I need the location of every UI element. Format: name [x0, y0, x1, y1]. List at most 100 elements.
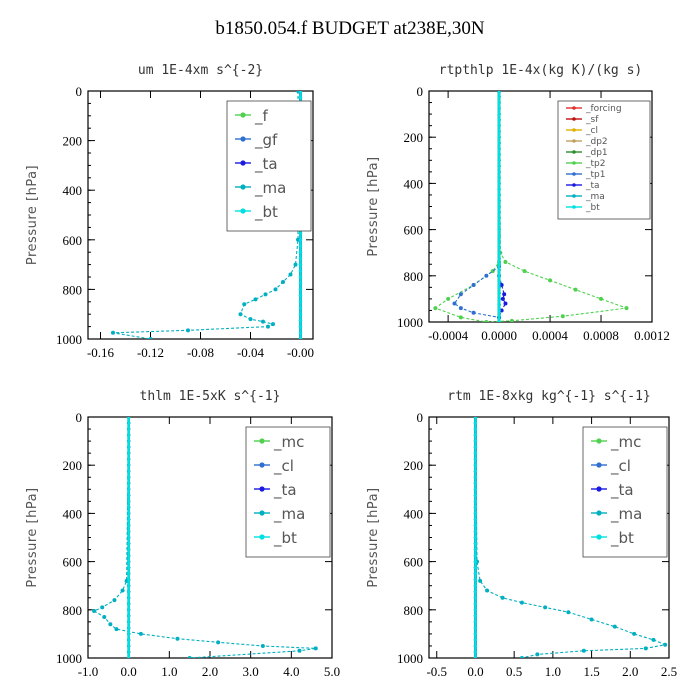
- x-tick-label: 3.0: [243, 664, 259, 679]
- legend-item: _sf: [566, 115, 599, 125]
- x-tick-label: -0.04: [237, 345, 265, 360]
- x-tick-label: 5.0: [324, 664, 340, 679]
- data-point: [127, 572, 131, 576]
- legend-item: _bt: [235, 203, 278, 222]
- legend-label: _sf: [585, 115, 599, 125]
- legend-label: _cl: [585, 126, 598, 136]
- data-point: [298, 238, 303, 242]
- data-point: [473, 626, 478, 630]
- data-point: [297, 648, 302, 653]
- data-point: [497, 141, 501, 145]
- data-point: [473, 632, 478, 636]
- y-tick-label: 1000: [397, 315, 423, 330]
- data-point: [473, 511, 478, 515]
- y-tick-label: 1000: [56, 651, 82, 666]
- legend-swatch-marker: [572, 117, 576, 121]
- legend-label: _mc: [610, 433, 641, 452]
- data-point: [127, 608, 131, 612]
- data-point: [503, 301, 508, 306]
- x-tick-label: 2.0: [202, 664, 218, 679]
- data-point: [248, 317, 253, 322]
- data-point: [566, 610, 571, 615]
- data-point: [473, 590, 478, 594]
- x-tick-label: -0.5: [426, 664, 447, 679]
- data-point: [497, 308, 501, 313]
- data-point: [296, 237, 300, 242]
- y-tick-label: 800: [63, 282, 83, 297]
- data-point: [473, 481, 478, 485]
- data-point: [127, 421, 131, 425]
- data-point: [473, 529, 478, 534]
- legend-label: _tp1: [585, 170, 605, 180]
- legend-item: _cl: [566, 126, 598, 136]
- data-point: [497, 176, 501, 180]
- legend-label: _gf: [254, 131, 278, 150]
- data-point: [497, 291, 501, 295]
- data-point: [298, 318, 303, 322]
- data-point: [127, 433, 131, 437]
- data-point: [127, 566, 131, 570]
- data-point: [127, 469, 131, 473]
- data-point: [473, 656, 478, 658]
- data-point: [298, 95, 303, 99]
- data-point: [273, 287, 278, 292]
- data-point: [127, 644, 131, 648]
- legend-item: _gf: [235, 131, 278, 150]
- x-tick-label: 0.0: [467, 664, 483, 679]
- data-point: [497, 233, 501, 237]
- legend-item: _cl: [591, 457, 631, 476]
- data-point: [497, 314, 501, 318]
- x-tick-label: -0.12: [137, 345, 164, 360]
- data-point: [120, 588, 125, 593]
- chart-panel-3: thlm 1E-5xK s^{-1} Pressure [hPa] 0 200 400 6…: [25, 389, 340, 679]
- legend-swatch-marker: [572, 205, 576, 209]
- y-tick-label: 200: [63, 458, 83, 473]
- data-point: [266, 324, 270, 329]
- data-point: [127, 505, 131, 509]
- chart-panel-4: rtm 1E-8xkg kg^{-1} s^{-1} Pressure [hPa]…: [366, 389, 677, 679]
- data-point: [473, 451, 478, 455]
- legend-label: _mc: [273, 433, 304, 452]
- data-point: [114, 627, 119, 632]
- data-point: [560, 314, 565, 319]
- y-tick-label: 400: [63, 506, 83, 521]
- legend-swatch-marker: [572, 194, 576, 198]
- data-point: [471, 310, 476, 315]
- x-tick-label: 0.0004: [532, 328, 568, 343]
- y-tick-label: 600: [404, 555, 424, 570]
- data-point: [293, 262, 298, 267]
- legend-swatch-marker: [572, 139, 576, 143]
- data-point: [497, 279, 501, 284]
- data-point: [497, 112, 501, 116]
- data-point: [127, 620, 131, 624]
- data-point: [127, 602, 131, 606]
- legend-label: _bt: [254, 203, 278, 222]
- data-point: [497, 135, 501, 139]
- legend-item: _forcing: [566, 104, 622, 114]
- data-point: [509, 318, 514, 322]
- data-point: [298, 294, 303, 298]
- data-point: [497, 245, 501, 249]
- data-point: [127, 638, 131, 642]
- legend-item: _ma: [235, 179, 286, 198]
- chart-panel-1: um 1E-4xm s^{-2} Pressure [hPa] 0 200 400 600…: [25, 63, 314, 360]
- legend-swatch-marker: [240, 136, 246, 142]
- data-point: [473, 439, 478, 443]
- data-point: [497, 285, 501, 289]
- legend-item: _bt: [254, 529, 297, 548]
- data-point: [298, 281, 303, 285]
- y-tick-label: 200: [404, 458, 424, 473]
- legend-label: _ma: [610, 505, 642, 524]
- data-point: [497, 91, 501, 93]
- legend-label: _cl: [610, 457, 631, 476]
- data-point: [473, 535, 478, 540]
- data-point: [503, 259, 508, 264]
- legend-swatch-marker: [572, 172, 576, 176]
- data-point: [497, 216, 501, 220]
- data-point: [497, 239, 501, 243]
- data-point: [298, 325, 303, 329]
- data-point: [127, 463, 131, 467]
- data-point: [473, 499, 478, 503]
- data-point: [313, 646, 318, 651]
- data-point: [458, 306, 463, 311]
